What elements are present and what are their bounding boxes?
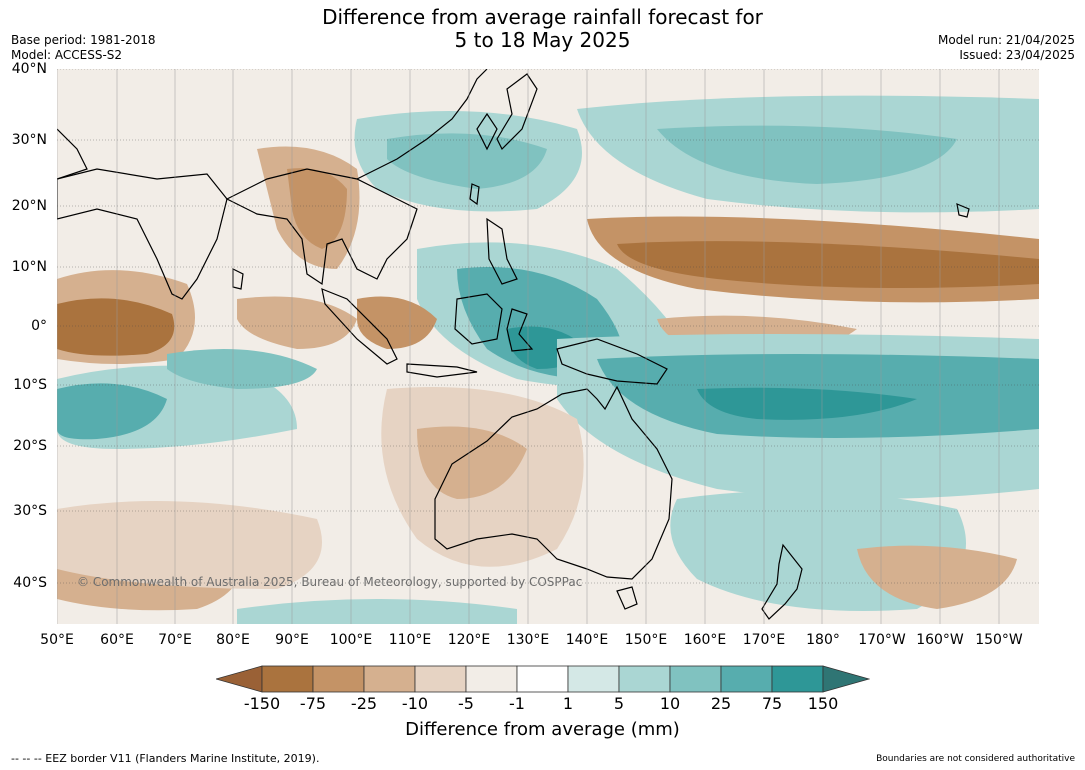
lon-label-170e: 170°E: [742, 632, 786, 648]
lon-label-150w: 150°W: [975, 632, 1023, 648]
colorbar-segment: [567, 665, 620, 693]
lat-label-30n: 30°N: [11, 132, 47, 148]
lat-label-40s: 40°S: [13, 575, 47, 591]
lat-label-30s: 30°S: [13, 503, 47, 519]
colorbar-segment: [771, 665, 824, 693]
colorbar-segment: [312, 665, 365, 693]
colorbar-tick: -25: [350, 694, 378, 713]
map-title-line1: Difference from average rainfall forecas…: [322, 5, 763, 29]
colorbar: [216, 665, 870, 693]
lon-label-150e: 150°E: [624, 632, 668, 648]
eez-border-legend: -- -- -- EEZ border V11 (Flanders Marine…: [11, 752, 320, 765]
colorbar-segment: [363, 665, 416, 693]
colorbar-tick: 150: [807, 694, 839, 713]
lon-label-130e: 130°E: [506, 632, 550, 648]
lon-label-80e: 80°E: [216, 632, 250, 648]
lon-label-70e: 70°E: [158, 632, 192, 648]
lon-label-140e: 140°E: [565, 632, 609, 648]
colorbar-tick: 1: [562, 694, 574, 713]
lat-label-10n: 10°N: [11, 259, 47, 275]
colorbar-tick: 10: [659, 694, 681, 713]
colorbar-tick: 25: [710, 694, 732, 713]
model-run: Model run: 21/04/2025: [937, 33, 1075, 47]
colorbar-segment: [669, 665, 722, 693]
lat-label-40n: 40°N: [11, 61, 47, 77]
colorbar-tick: -10: [401, 694, 429, 713]
colorbar-extend-high: [822, 665, 870, 693]
colorbar-segment: [261, 665, 314, 693]
lat-label-equator: 0°: [31, 318, 47, 334]
base-period: Base period: 1981-2018: [11, 33, 156, 47]
lat-label-20s: 20°S: [13, 438, 47, 454]
lon-label-100e: 100°E: [329, 632, 373, 648]
colorbar-segment: [414, 665, 467, 693]
colorbar-extend-low: [216, 665, 263, 693]
colorbar-tick: -5: [458, 694, 474, 713]
colorbar-tick: -150: [243, 694, 281, 713]
rainfall-anomaly-map: © Commonwealth of Australia 2025, Bureau…: [57, 69, 1039, 624]
lon-label-120e: 120°E: [447, 632, 491, 648]
lon-label-160w: 160°W: [916, 632, 964, 648]
colorbar-tick: 5: [613, 694, 625, 713]
colorbar-segment: [465, 665, 518, 693]
model-name: Model: ACCESS-S2: [11, 48, 123, 62]
lat-label-20n: 20°N: [11, 198, 47, 214]
lon-label-90e: 90°E: [275, 632, 309, 648]
lon-label-170w: 170°W: [858, 632, 906, 648]
colorbar-segment: [516, 665, 569, 693]
colorbar-tick: -75: [299, 694, 327, 713]
colorbar-label: Difference from average (mm): [405, 719, 680, 740]
lon-label-60e: 60°E: [100, 632, 134, 648]
copyright-notice: © Commonwealth of Australia 2025, Bureau…: [77, 575, 582, 589]
lon-label-50e: 50°E: [40, 632, 74, 648]
issued-date: Issued: 23/04/2025: [959, 48, 1075, 62]
lon-label-180: 180°: [806, 632, 840, 648]
colorbar-segment: [720, 665, 773, 693]
lat-label-10s: 10°S: [13, 377, 47, 393]
colorbar-tick: -1: [509, 694, 525, 713]
colorbar-segment: [618, 665, 671, 693]
map-title-line2: 5 to 18 May 2025: [454, 28, 631, 52]
colorbar-tick: 75: [761, 694, 783, 713]
lon-label-110e: 110°E: [388, 632, 432, 648]
boundary-disclaimer: Boundaries are not considered authoritat…: [876, 754, 1075, 764]
lon-label-160e: 160°E: [683, 632, 727, 648]
coastlines: [57, 69, 970, 620]
